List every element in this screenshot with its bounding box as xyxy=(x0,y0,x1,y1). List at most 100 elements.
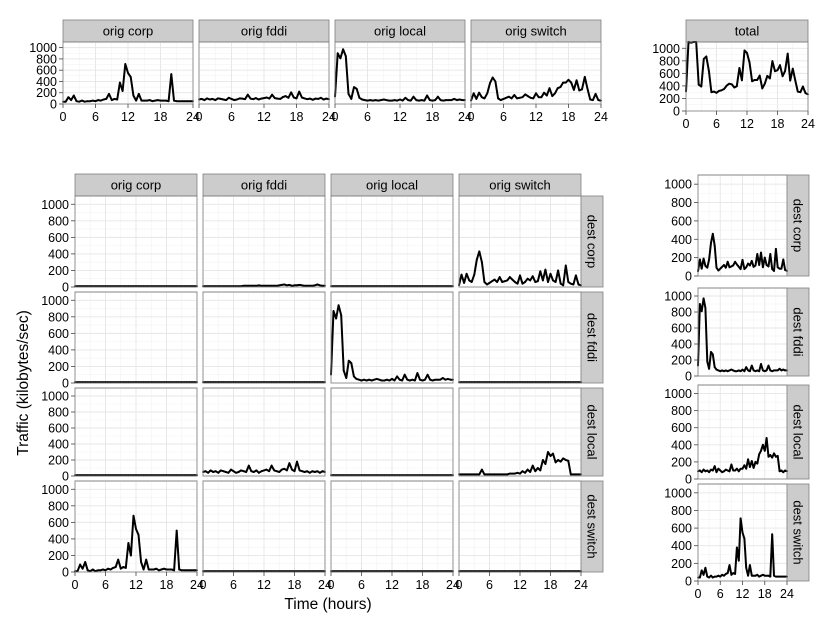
data-point xyxy=(784,69,787,72)
data-point xyxy=(594,92,597,95)
data-point xyxy=(429,378,432,381)
data-point xyxy=(698,258,701,261)
data-point xyxy=(524,93,527,96)
data-point xyxy=(774,70,776,73)
data-point xyxy=(713,90,715,93)
data-point xyxy=(506,279,509,282)
data-point xyxy=(496,473,499,476)
y-tick-label: 200 xyxy=(671,251,692,265)
panel-border xyxy=(697,384,788,480)
data-point xyxy=(81,99,83,102)
data-point xyxy=(204,470,207,473)
data-point xyxy=(181,100,184,103)
data-point xyxy=(447,377,449,380)
data-point xyxy=(344,55,347,57)
data-point xyxy=(541,459,544,461)
data-point xyxy=(303,471,306,473)
strip-label: orig switch xyxy=(489,178,550,193)
panel-main-orig-switch-dest-fddi xyxy=(458,291,582,384)
data-point xyxy=(383,379,386,382)
panel-right-dest-local: 0 200 400 600 800 1000 xyxy=(664,384,788,487)
data-point xyxy=(140,561,142,563)
data-point xyxy=(776,369,779,372)
data-point xyxy=(342,369,345,372)
strip-label: orig fddi xyxy=(241,178,287,193)
data-point xyxy=(325,97,328,100)
panel-border xyxy=(697,174,788,277)
data-point xyxy=(769,454,772,456)
data-point xyxy=(756,253,759,255)
data-point xyxy=(721,471,724,474)
data-point xyxy=(276,97,279,100)
data-point xyxy=(780,575,783,578)
data-point xyxy=(743,464,746,467)
data-point xyxy=(102,568,104,571)
data-point xyxy=(708,258,711,261)
data-point xyxy=(263,284,265,287)
data-point xyxy=(534,281,537,283)
data-point xyxy=(719,575,722,578)
data-point xyxy=(543,91,546,94)
data-point xyxy=(308,284,311,287)
y-tick-label: 1000 xyxy=(664,290,692,304)
panel-border xyxy=(458,195,582,288)
data-point xyxy=(255,284,258,287)
data-point xyxy=(501,473,504,476)
data-point xyxy=(734,469,736,472)
y-tick-label: 200 xyxy=(48,264,69,278)
data-point xyxy=(718,90,720,92)
data-point xyxy=(480,96,483,99)
data-point xyxy=(730,368,733,371)
data-point xyxy=(519,472,521,475)
y-tick-label: 400 xyxy=(48,438,69,452)
data-point xyxy=(502,98,505,100)
data-point xyxy=(355,377,358,380)
panel-main-orig-fddi-dest-fddi xyxy=(202,291,326,384)
data-point xyxy=(347,92,350,95)
panel-border xyxy=(330,291,454,384)
data-point xyxy=(732,572,735,574)
data-point xyxy=(249,97,252,100)
strip-label: dest local xyxy=(791,405,806,460)
data-point xyxy=(735,85,738,88)
data-point xyxy=(188,569,191,572)
data-point xyxy=(493,278,496,281)
data-point xyxy=(254,97,257,99)
data-point xyxy=(511,278,514,281)
data-point xyxy=(516,282,519,285)
data-point xyxy=(94,100,97,103)
data-point xyxy=(708,367,711,370)
data-point xyxy=(531,275,534,278)
y-tick-label: 200 xyxy=(671,557,692,571)
data-point xyxy=(313,471,316,473)
x-axis-title: Time (hours) xyxy=(284,596,371,613)
data-point xyxy=(567,281,570,283)
data-point xyxy=(89,100,91,103)
data-point xyxy=(767,265,770,268)
data-point xyxy=(765,369,768,372)
data-point xyxy=(332,310,335,312)
data-point xyxy=(423,99,426,102)
data-point xyxy=(578,89,581,92)
y-tick-label: 800 xyxy=(48,310,69,324)
data-point xyxy=(715,575,718,578)
data-point xyxy=(501,281,504,283)
data-point xyxy=(778,267,781,270)
data-point xyxy=(436,378,439,381)
data-point xyxy=(200,98,203,100)
data-point xyxy=(728,470,731,473)
data-point xyxy=(778,367,781,370)
data-point xyxy=(702,468,705,471)
data-point xyxy=(208,98,211,101)
data-point xyxy=(737,470,740,473)
data-point xyxy=(175,100,178,103)
data-point xyxy=(445,99,447,101)
data-point xyxy=(717,574,720,577)
y-tick-label: 1000 xyxy=(664,178,692,192)
data-point xyxy=(784,269,787,271)
data-point xyxy=(337,304,340,307)
strip-right-dest-corp: dest corp xyxy=(786,174,810,277)
data-point xyxy=(96,569,99,572)
data-point xyxy=(242,470,245,473)
